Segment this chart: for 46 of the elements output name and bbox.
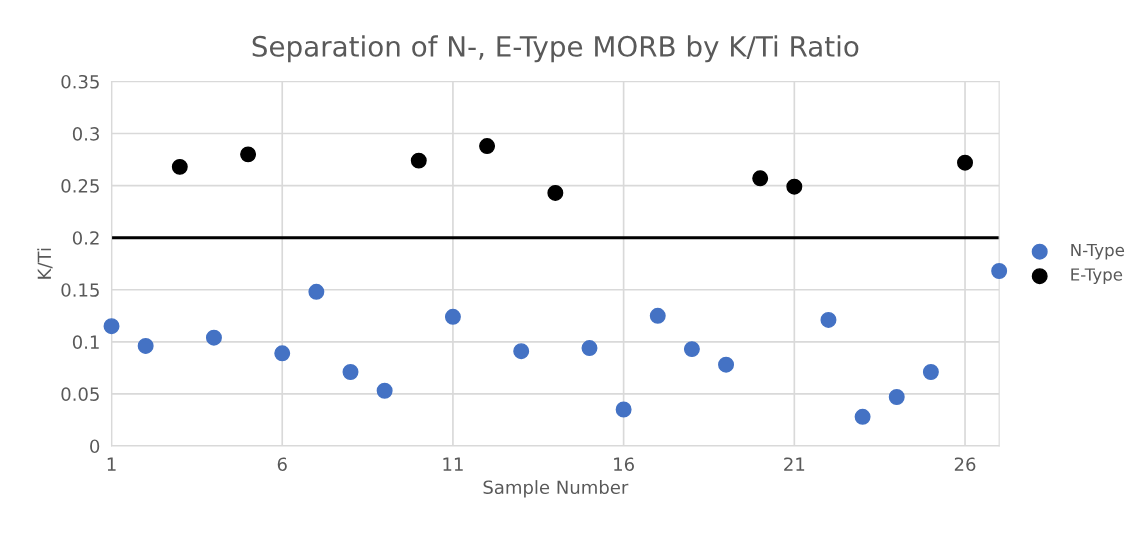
chart-title: Separation of N-, E-Type MORB by K/Ti Ratio bbox=[252, 35, 859, 63]
point bbox=[718, 356, 735, 373]
y-tick-label: 0 bbox=[90, 439, 100, 454]
point bbox=[649, 307, 666, 324]
y-tick-label: 0.15 bbox=[61, 283, 99, 297]
point bbox=[854, 408, 871, 425]
point bbox=[308, 283, 325, 300]
point bbox=[683, 341, 700, 358]
point bbox=[820, 311, 837, 328]
y-axis-title: K/Ti bbox=[37, 248, 53, 279]
y-tick-label: 0.1 bbox=[72, 335, 99, 349]
y-tick-label: 0.3 bbox=[72, 127, 99, 141]
point bbox=[274, 345, 291, 362]
point bbox=[752, 170, 769, 187]
y-tick-label: 0.25 bbox=[61, 179, 99, 193]
x-tick-label: 26 bbox=[954, 457, 976, 472]
x-tick-label: 11 bbox=[443, 457, 463, 471]
point bbox=[376, 382, 393, 399]
point bbox=[888, 389, 905, 405]
point bbox=[513, 343, 530, 360]
point bbox=[410, 152, 427, 169]
point bbox=[342, 364, 359, 380]
legend-label: E-Type bbox=[1071, 268, 1123, 285]
point bbox=[444, 308, 461, 325]
point bbox=[171, 158, 188, 175]
point bbox=[922, 364, 939, 380]
legend-label: N-Type bbox=[1071, 243, 1125, 260]
y-tick-label: 0.05 bbox=[61, 387, 99, 401]
y-tick-label: 0.35 bbox=[61, 74, 99, 89]
x-axis-title: Sample Number bbox=[483, 480, 629, 498]
point bbox=[581, 340, 598, 357]
point bbox=[786, 178, 803, 195]
point bbox=[205, 329, 222, 346]
x-tick-label: 21 bbox=[784, 457, 805, 471]
point bbox=[479, 138, 496, 155]
x-tick-label: 1 bbox=[107, 457, 116, 471]
point bbox=[103, 318, 120, 335]
y-tick-label: 0.2 bbox=[72, 231, 99, 245]
point bbox=[615, 401, 632, 418]
point bbox=[957, 154, 974, 171]
x-tick-label: 16 bbox=[614, 457, 634, 472]
x-tick-label: 6 bbox=[277, 457, 287, 472]
point bbox=[547, 184, 564, 201]
point bbox=[991, 263, 1008, 279]
point bbox=[240, 146, 257, 163]
point bbox=[137, 338, 154, 354]
